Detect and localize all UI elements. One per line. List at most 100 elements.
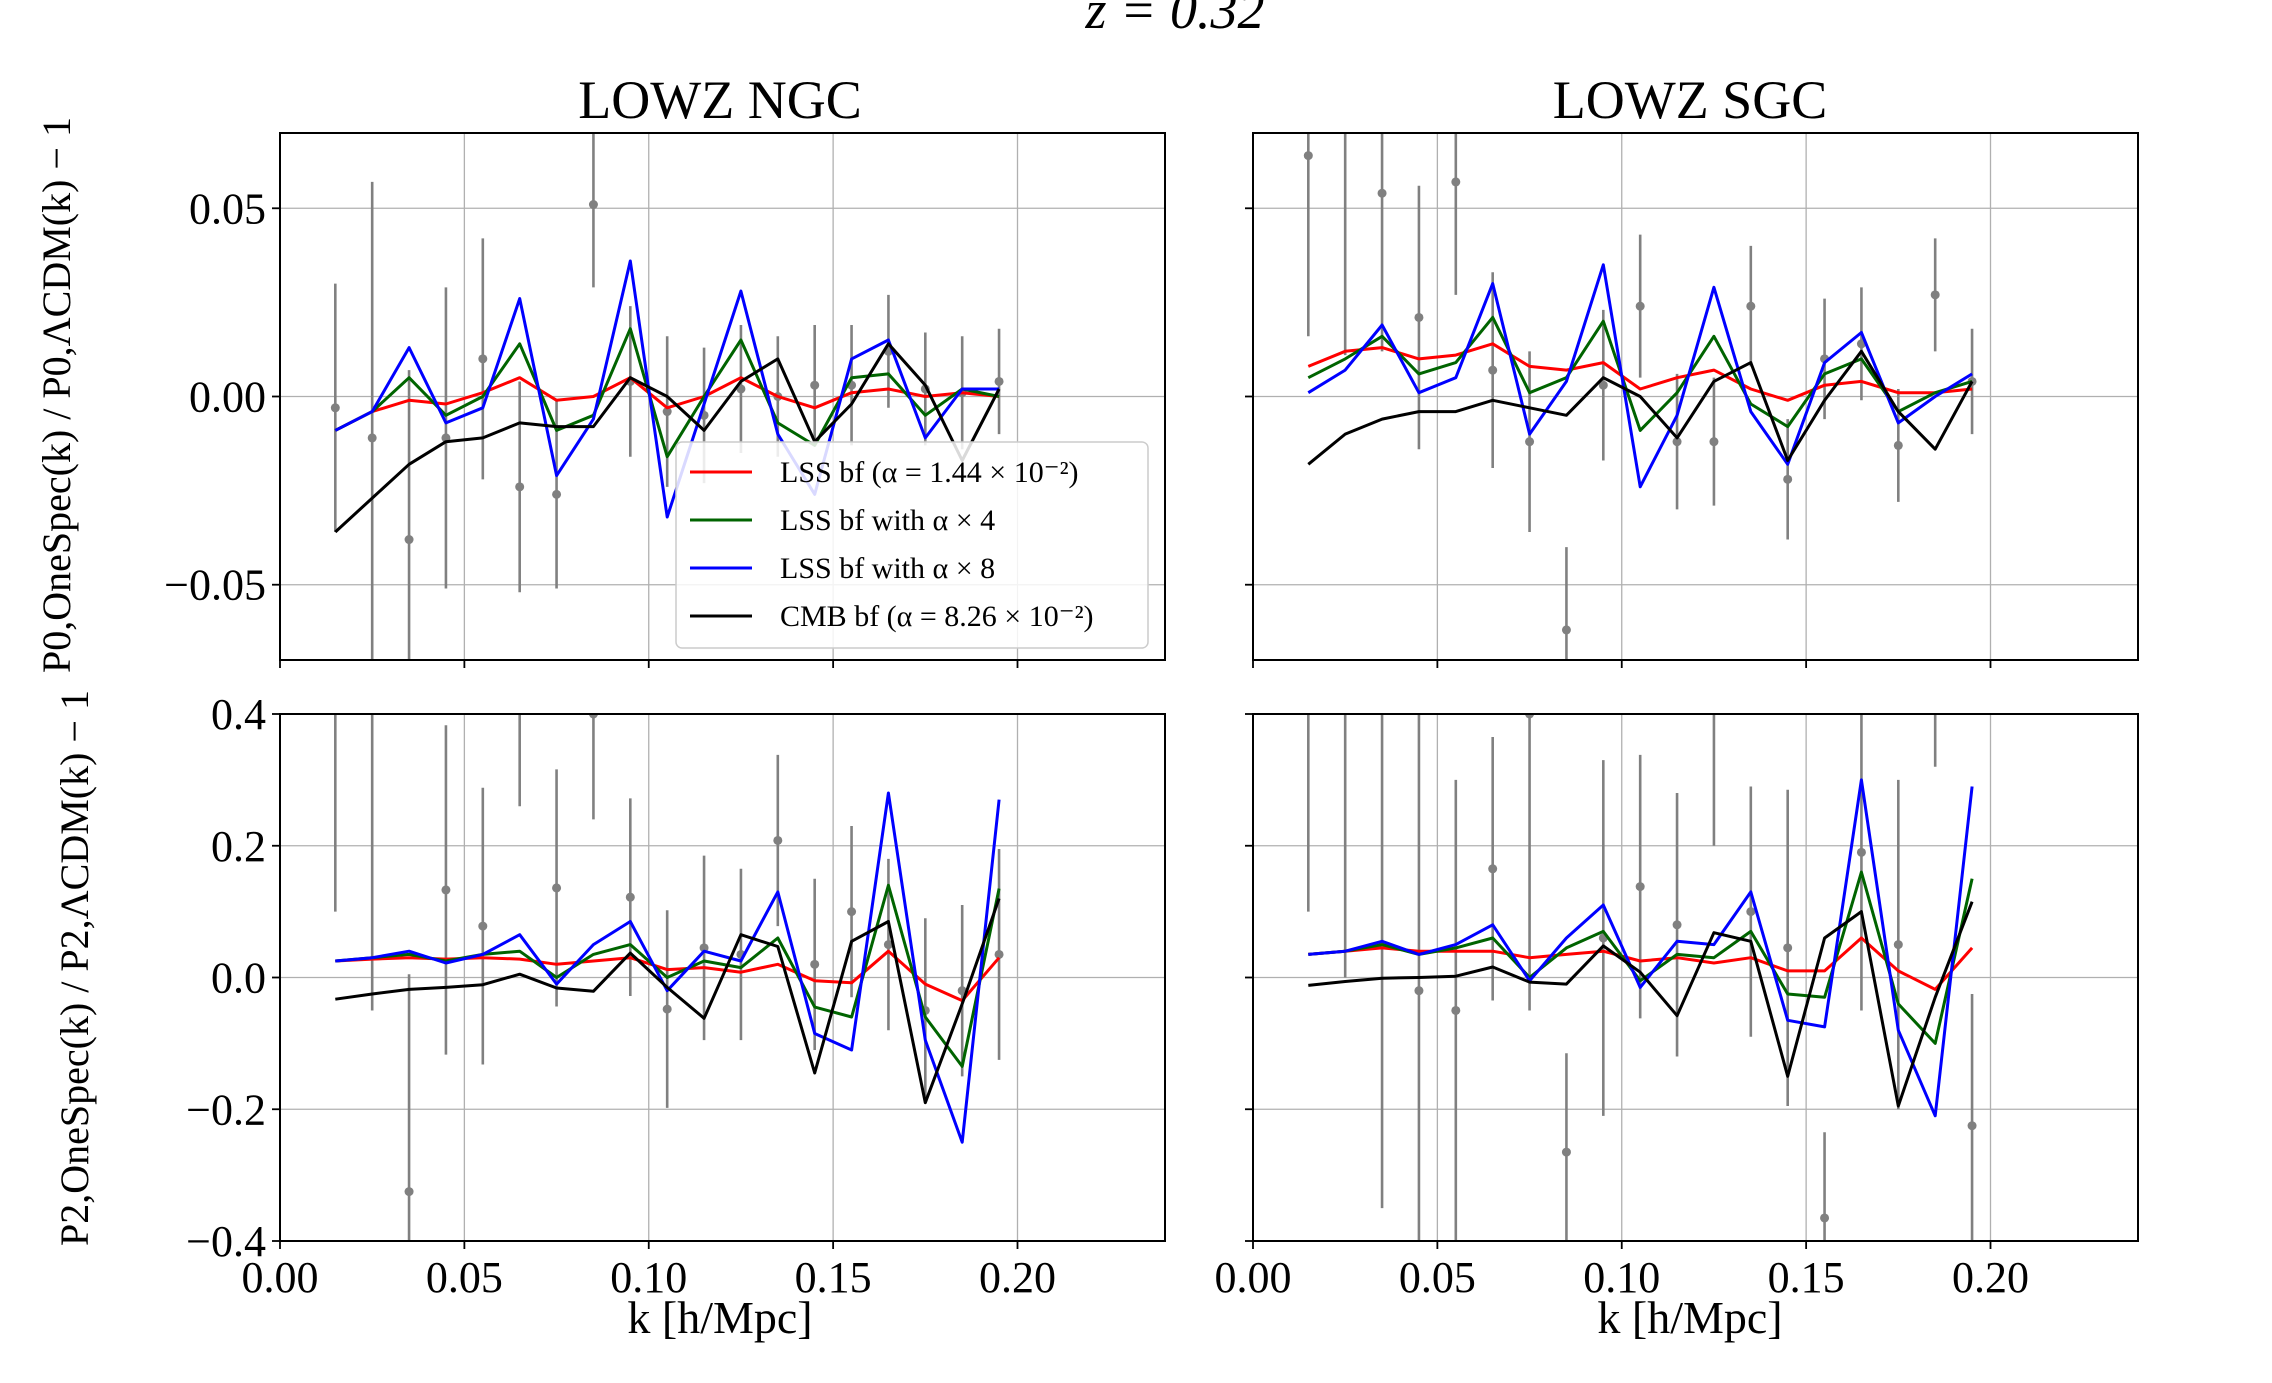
y-tick-label: −0.4 — [186, 1217, 266, 1266]
y-axis-label-bottom: P2,OneSpec(k) / P2,ΛCDM(k) − 1 — [52, 690, 97, 1246]
data-point — [625, 892, 635, 902]
data-point — [1709, 677, 1718, 686]
series-line-cmb — [1308, 901, 1974, 1108]
data-point — [1341, 611, 1350, 620]
series-line-lss4 — [334, 327, 1000, 459]
column-title-ngc: LOWZ NGC — [578, 70, 861, 130]
y-tick-label: 0.2 — [211, 822, 266, 871]
data-point — [1561, 1147, 1571, 1157]
data-point — [1451, 1005, 1461, 1015]
panel-sgc_p2: 0.00 0.05 0.10 0.15 0.20 — [1215, 578, 2139, 1302]
x-tick-label: 0.05 — [1399, 1253, 1476, 1302]
data-point — [1561, 625, 1571, 635]
y-tick-label: 0.4 — [211, 690, 266, 739]
data-point — [1635, 301, 1645, 311]
data-point — [331, 611, 340, 620]
data-point — [1304, 578, 1313, 587]
data-point — [1414, 312, 1424, 322]
data-point — [588, 200, 598, 210]
data-point — [1856, 847, 1866, 857]
data-point — [1746, 301, 1756, 311]
data-point — [847, 907, 857, 917]
grid — [1252, 133, 2138, 660]
x-tick-label: 0.10 — [610, 1253, 687, 1302]
data-point — [1930, 290, 1940, 300]
data-point — [1525, 714, 1535, 719]
data-point — [1893, 940, 1903, 950]
plot-area — [331, 611, 1004, 1241]
series-line-lss8 — [335, 791, 1001, 1144]
y-tick-label: −0.2 — [186, 1085, 266, 1134]
data-point — [1893, 440, 1903, 450]
data-point — [1783, 474, 1793, 484]
data-point — [1303, 151, 1313, 161]
series-line-lss — [1308, 936, 1974, 991]
series-line-lss4 — [1307, 315, 1973, 432]
panel-ngc_p2: 0.00 0.05 0.10 0.15 0.20 −0.4 −0.2 0.0 0.2 0.4 — [186, 611, 1166, 1302]
x-tick-label: 0.15 — [795, 1253, 872, 1302]
data-point — [478, 354, 488, 364]
y-tick-label: 0.05 — [189, 184, 266, 233]
data-point — [1598, 380, 1608, 390]
x-tick-label: 0.15 — [1768, 1253, 1845, 1302]
data-point — [1746, 907, 1756, 917]
data-point — [810, 380, 820, 390]
data-point — [1525, 437, 1535, 447]
data-point — [1488, 365, 1498, 375]
data-point — [1377, 188, 1387, 198]
data-point — [1709, 437, 1719, 447]
data-point — [515, 482, 525, 492]
plot-area — [1304, 578, 1977, 1241]
data-point — [441, 885, 451, 895]
data-point — [1672, 437, 1682, 447]
y-tick-label: −0.05 — [164, 561, 266, 610]
panel-sgc_p0 — [1245, 132, 2139, 668]
data-point — [662, 407, 672, 417]
x-axis-label-right: k [h/Mpc] — [1597, 1292, 1782, 1343]
data-point — [1451, 177, 1461, 187]
legend-box — [675, 441, 1149, 649]
data-point — [883, 940, 893, 950]
data-point — [994, 949, 1004, 959]
panels: −0.05 0.00 0.05 0.00 0.05 0.10 0.15 0.20 −0.4 −0.… — [164, 132, 2139, 1302]
panel-ngc_p0: −0.05 0.00 0.05 — [164, 132, 1166, 668]
x-tick-label: 0.10 — [1583, 1253, 1660, 1302]
data-point — [1672, 920, 1682, 930]
series-line-lss8 — [1308, 778, 1974, 1118]
data-point — [1414, 986, 1424, 996]
data-point — [1635, 882, 1645, 892]
series-line-cmb — [334, 342, 1001, 534]
legend-label-lss4: LSS bf with α × 4 — [780, 504, 995, 537]
x-axis-label-left: k [h/Mpc] — [627, 1292, 812, 1343]
data-point — [367, 433, 377, 443]
data-point — [404, 1187, 414, 1197]
data-point — [478, 921, 488, 931]
data-point — [1967, 1121, 1977, 1131]
column-title-sgc: LOWZ SGC — [1553, 70, 1827, 130]
data-point — [773, 835, 783, 845]
series-line-cmb — [1307, 349, 1974, 466]
plot-area — [1303, 133, 1977, 660]
legend-label-lss: LSS bf (α = 1.44 × 10⁻²) — [780, 456, 1079, 489]
x-tick-label: 0.00 — [1215, 1253, 1292, 1302]
legend: LSS bf (α = 1.44 × 10⁻²) LSS bf with α × … — [675, 441, 1149, 649]
legend-label-lss8: LSS bf with α × 8 — [780, 552, 995, 585]
y-tick-label: 0.0 — [211, 954, 266, 1003]
data-point — [1931, 644, 1940, 653]
data-point — [1783, 943, 1793, 953]
legend-label-cmb: CMB bf (α = 8.26 × 10⁻²) — [780, 600, 1094, 633]
x-tick-label: 0.00 — [242, 1253, 319, 1302]
x-tick-label: 0.05 — [426, 1253, 503, 1302]
data-point — [957, 986, 967, 996]
y-axis-label-top: P0,OneSpec(k) / P0,ΛCDM(k) − 1 — [34, 117, 79, 673]
data-point — [810, 959, 820, 969]
series-line-lss — [1307, 342, 1973, 402]
series-line-lss — [335, 949, 1001, 1003]
data-point — [699, 943, 709, 953]
data-point — [552, 489, 562, 499]
data-point — [552, 883, 562, 893]
data-point — [1488, 864, 1498, 874]
data-point — [1820, 1213, 1830, 1223]
data-point — [330, 403, 340, 413]
data-point — [662, 1004, 672, 1014]
